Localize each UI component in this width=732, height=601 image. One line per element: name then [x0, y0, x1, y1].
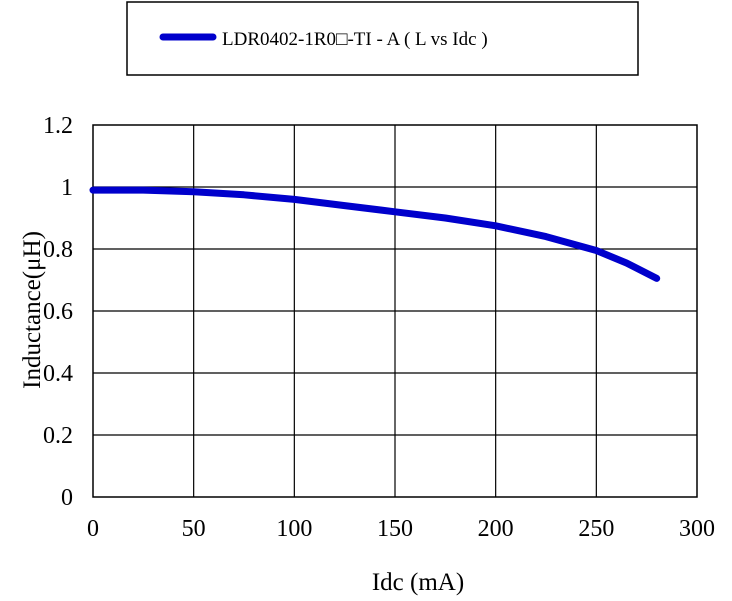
y-tick-label: 0.4 — [43, 361, 73, 387]
y-tick-label: 1 — [61, 175, 73, 201]
x-tick-label: 50 — [182, 516, 206, 542]
x-tick-label: 250 — [578, 516, 614, 542]
y-tick-label: 1.2 — [43, 113, 73, 139]
x-tick-label: 150 — [377, 516, 413, 542]
x-tick-label: 300 — [679, 516, 715, 542]
series — [89, 186, 661, 282]
series-line — [89, 186, 661, 282]
y-tick-label: 0.2 — [43, 423, 73, 449]
x-tick-label: 0 — [87, 516, 99, 542]
legend-label: LDR0402-1R0□-TI - A ( L vs Idc ) — [222, 29, 488, 50]
tick-labels: 0 50 100 150 200 250 300 0 0.2 0.4 0.6 0.8 1 1.2 — [43, 113, 715, 542]
x-tick-label: 200 — [478, 516, 514, 542]
y-tick-label: 0.8 — [43, 237, 73, 263]
y-tick-label: 0 — [61, 485, 73, 511]
y-axis-label: Inductance(μH) — [19, 231, 46, 389]
x-axis-label: Idc (mA) — [372, 569, 464, 596]
x-tick-label: 100 — [276, 516, 312, 542]
y-tick-label: 0.6 — [43, 299, 73, 325]
grid — [92, 124, 698, 498]
